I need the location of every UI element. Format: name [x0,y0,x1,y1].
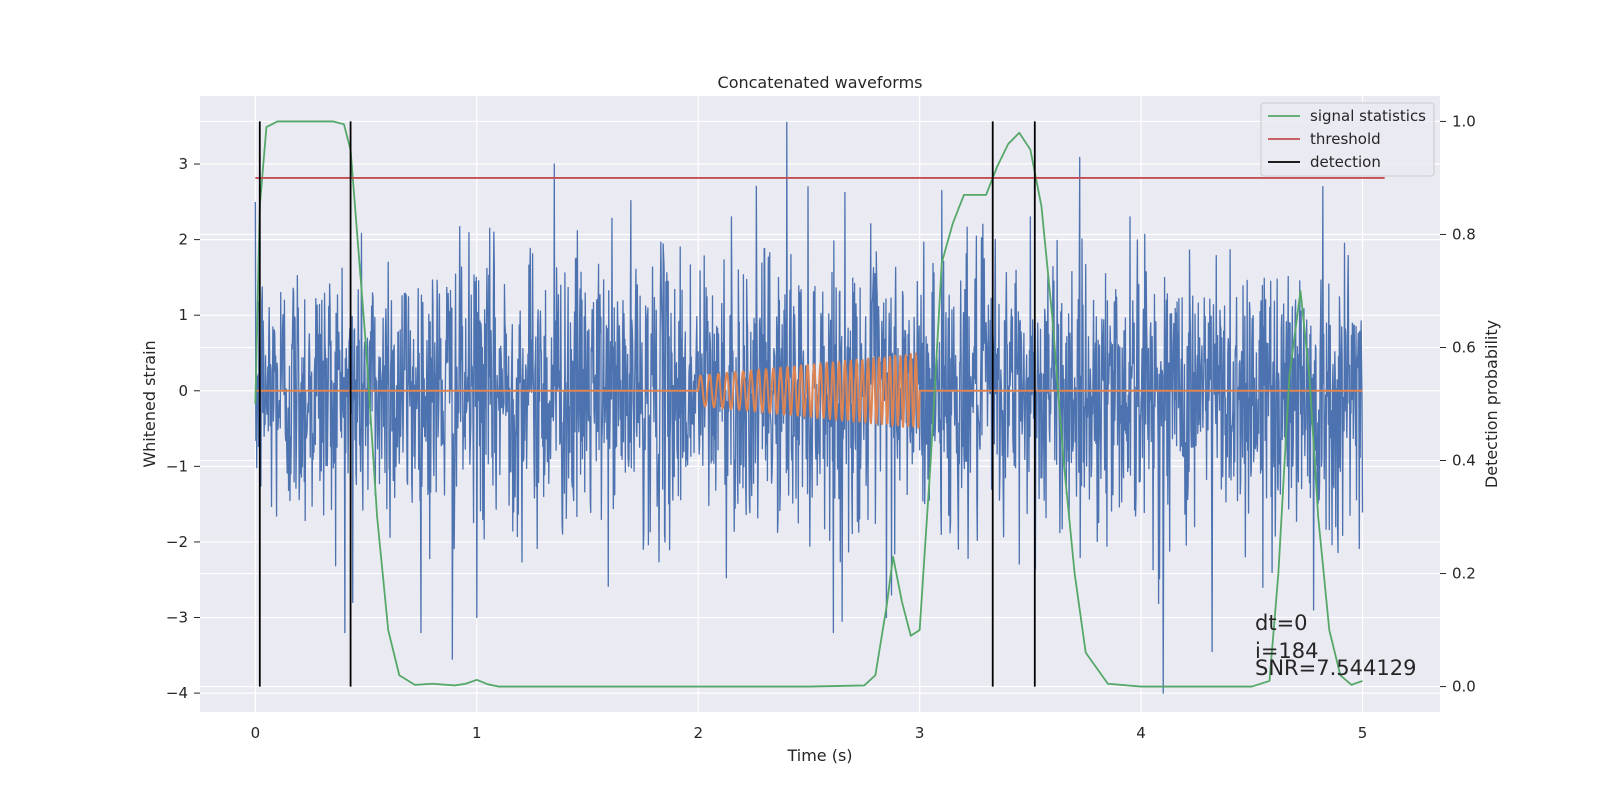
legend-label-signal-statistics: signal statistics [1310,107,1426,125]
y-tick-label: 1 [178,306,188,324]
annotations: dt=0 i=184 SNR=7.544129 [1255,611,1416,680]
x-tick-label: 0 [251,724,261,742]
series-strain [254,121,1364,694]
y-right-tick-label: 0.2 [1452,565,1476,583]
y-tick-label: −2 [166,533,188,551]
x-tick-label: 3 [915,724,925,742]
chart-title: Concatenated waveforms [718,73,923,92]
x-tick-label: 1 [472,724,482,742]
y-tick-label: 2 [178,231,188,249]
y-right-tick-label: 1.0 [1452,112,1476,130]
y-axis-label: Whitened strain [140,340,159,467]
y-tick-label: −4 [166,684,188,702]
annotation-snr: SNR=7.544129 [1255,656,1416,680]
legend-box [1260,102,1435,177]
legend-label-detection: detection [1310,153,1381,171]
x-tick-label: 4 [1136,724,1146,742]
series-signal-statistics [254,120,1363,688]
series-injection [254,352,1363,429]
x-tick-label: 5 [1358,724,1368,742]
y-right-tick-label: 0.4 [1452,452,1476,470]
legend-label-threshold: threshold [1310,130,1381,148]
annotation-dt: dt=0 [1255,611,1308,635]
plot-series [254,120,1385,694]
annotation-index: i=184 [1255,639,1319,663]
axis-ticks: 0 1 2 3 4 5 3 2 1 0 −1 −2 −3 −4 1.0 0.8 0.6 0.4 0.2 0.0 [166,112,1476,742]
y-axis-right-label: Detection probability [1482,320,1501,488]
x-axis-label: Time (s) [786,746,852,765]
y-right-tick-label: 0.8 [1452,225,1476,243]
y-tick-label: 0 [178,382,188,400]
y-tick-label: 3 [178,155,188,173]
grid [200,96,1440,712]
y-right-tick-label: 0.6 [1452,338,1476,356]
x-tick-label: 2 [693,724,703,742]
y-tick-label: −1 [166,457,188,475]
y-right-tick-label: 0.0 [1452,678,1476,696]
legend: signal statistics threshold detection [1260,102,1435,177]
y-tick-label: −3 [166,609,188,627]
